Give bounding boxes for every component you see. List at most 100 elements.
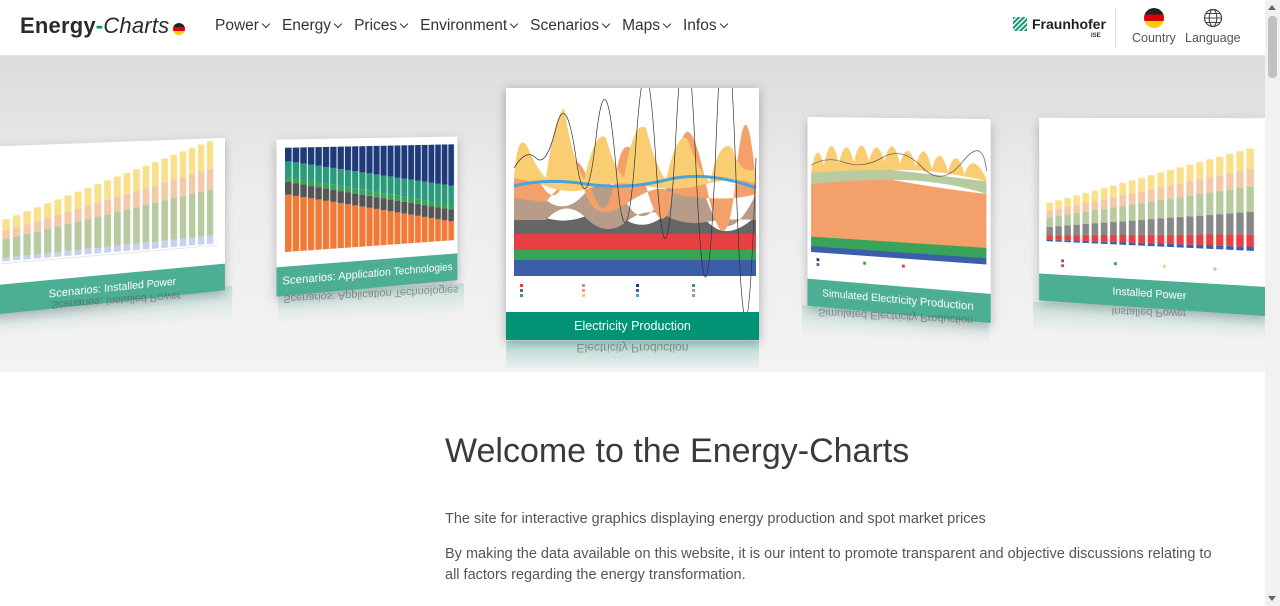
thumbnail-bar-segment [366, 146, 372, 174]
thumbnail-bar-segment [394, 145, 400, 177]
nav-infos[interactable]: Infos [683, 17, 727, 35]
thumbnail-bar-segment [345, 146, 351, 170]
thumbnail-bar-segment [44, 218, 51, 229]
thumbnail-bar-segment [394, 212, 400, 244]
thumbnail-bar-segment [1236, 171, 1243, 188]
thumbnail-bar-segment [1064, 198, 1071, 207]
thumbnail-bar-segment [143, 188, 150, 205]
thumbnail-bar-segment [366, 191, 372, 196]
scroll-up-arrow-icon[interactable] [1268, 5, 1276, 10]
thumbnail-bar-segment [1246, 148, 1253, 169]
scrollbar-thumb[interactable] [1268, 16, 1277, 78]
thumbnail-bar-segment [171, 155, 178, 180]
thumbnail-bar-segment [84, 206, 91, 220]
thumbnail-bar-segment [1167, 244, 1174, 247]
german-flag-icon [1144, 8, 1164, 28]
thumbnail-bar-segment [152, 241, 159, 248]
country-button[interactable]: Country [1132, 8, 1176, 45]
logo-part1: Energy [20, 13, 96, 39]
thumbnail-bar-segment [1101, 188, 1108, 199]
thumbnail-bar-segment [1046, 235, 1052, 240]
thumbnail-bar-segment [338, 147, 344, 170]
thumbnail-bar-segment [285, 177, 292, 182]
stacked-bar-thumbnail [277, 137, 458, 266]
thumbnail-bar-segment [300, 179, 307, 184]
thumbnail-bar-segment [75, 209, 82, 222]
thumbnail-bar-segment [171, 239, 178, 247]
thumbnail-bar-segment [1138, 178, 1145, 192]
thumbnail-bar-segment [330, 184, 336, 189]
thumbnail-bar-segment [374, 209, 380, 246]
nav-maps[interactable]: Maps [622, 17, 670, 35]
thumbnail-bar-segment [1129, 180, 1136, 193]
thumbnail-bar-segment [1101, 199, 1108, 209]
thumbnail-bar-segment [44, 203, 51, 218]
thumbnail-bar-segment [315, 199, 321, 250]
thumbnail-bar-segment [408, 214, 414, 243]
thumbnail-bar-segment [152, 162, 159, 186]
thumbnail-bar-segment [308, 181, 314, 186]
thumbnail-bar-segment [1101, 235, 1108, 242]
slide-scenarios-application-technologies[interactable]: Scenarios: Application Technologies [277, 137, 458, 297]
thumbnail-bar-segment [1216, 214, 1223, 235]
chevron-down-icon [663, 20, 671, 28]
thumbnail-bar-segment [1196, 179, 1203, 194]
thumbnail-bar-segment [422, 217, 428, 243]
thumbnail-bar-segment [1177, 217, 1184, 235]
page-scrollbar[interactable] [1265, 0, 1280, 606]
thumbnail-bar-segment [308, 165, 314, 181]
thumbnail-bar-segment [114, 245, 121, 252]
thumbnail-bar-segment [171, 198, 178, 240]
thumbnail-bar-segment [1055, 208, 1061, 215]
nav-environment[interactable]: Environment [420, 17, 517, 35]
thumbnail-bar-segment [75, 191, 82, 209]
thumbnail-bar-segment [366, 196, 372, 208]
slide-caption: Electricity Production [506, 312, 759, 340]
slide-installed-power[interactable]: Installed Power [1039, 118, 1265, 316]
thumbnail-bar-segment [285, 182, 292, 195]
thumbnail-bar-segment [1216, 157, 1223, 176]
thumbnail-bar-segment [435, 207, 441, 219]
german-flag-icon [173, 23, 185, 35]
thumbnail-bar-segment [2, 239, 9, 258]
thumbnail-bar-segment [1046, 227, 1052, 236]
thumbnail-bar-segment [1101, 209, 1108, 223]
language-label: Language [1185, 31, 1241, 45]
slide-caption-text: Electricity Production [574, 319, 691, 333]
nav-scenarios[interactable]: Scenarios [530, 17, 609, 35]
language-button[interactable]: Language [1185, 8, 1241, 45]
thumbnail-bar-segment [1138, 243, 1145, 246]
stacked-bar-thumbnail [0, 138, 225, 286]
thumbnail-bar-segment [44, 229, 51, 254]
thumbnail-bar-segment [2, 230, 9, 239]
thumbnail-bar-segment [359, 172, 365, 189]
slide-simulated-electricity-production[interactable]: Simulated Electricity Production [807, 117, 990, 323]
nav-prices[interactable]: Prices [354, 17, 407, 35]
thumbnail-bar-segment [366, 173, 372, 191]
nav-power[interactable]: Power [215, 17, 269, 35]
thumbnail-bar-segment [345, 187, 351, 192]
thumbnail-bar-segment [345, 204, 351, 248]
thumbnail-bar-segment [1082, 193, 1089, 203]
thumbnail-bar-segment [161, 240, 168, 248]
thumbnail-bar-segment [1226, 234, 1233, 246]
thumbnail-bar-segment [1246, 247, 1253, 251]
thumbnail-bar-segment [388, 176, 394, 194]
thumbnail-bar-segment [1073, 235, 1080, 241]
thumbnail-bar-segment [408, 203, 414, 215]
thumbnail-bar-segment [54, 226, 61, 252]
thumbnail-bar-segment [1082, 203, 1089, 212]
thumbnail-bar-segment [1167, 235, 1174, 245]
thumbnail-bar-segment [448, 209, 454, 221]
energy-charts-logo[interactable]: Energy - Charts [20, 13, 185, 39]
globe-icon [1203, 8, 1223, 28]
thumbnail-bar-segment [1167, 198, 1174, 217]
nav-energy[interactable]: Energy [282, 17, 341, 35]
slide-electricity-production[interactable]: Electricity Production [506, 88, 759, 340]
scroll-down-arrow-icon[interactable] [1268, 596, 1276, 601]
fraunhofer-logo[interactable]: Fraunhofer ISE [1013, 15, 1106, 33]
thumbnail-bar-segment [401, 213, 407, 244]
thumbnail-bar-segment [388, 211, 394, 245]
top-header: Energy - Charts Power Energy Prices Enviro… [0, 0, 1265, 56]
area-chart-thumbnail [807, 117, 990, 294]
